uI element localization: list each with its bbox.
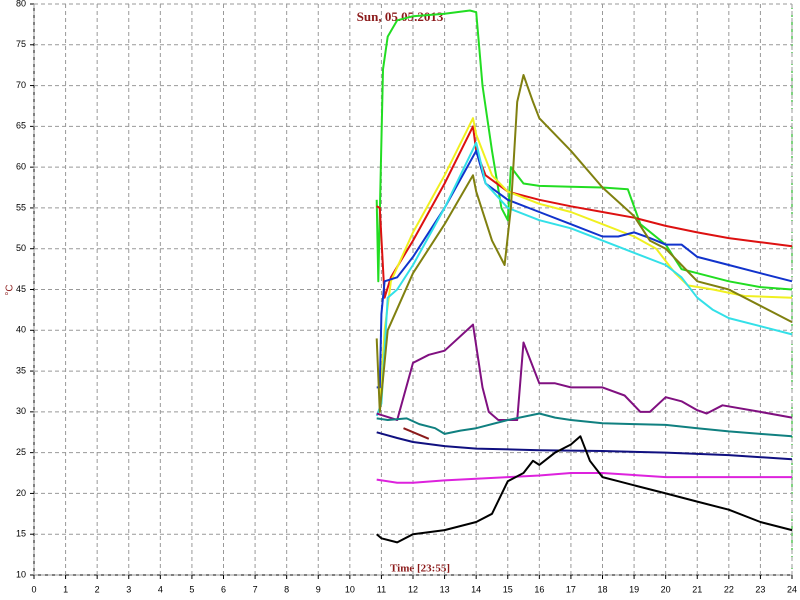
series-line [376,323,793,421]
x-tick-label: 18 [597,584,607,594]
series-line [376,472,792,484]
x-tick-label: 3 [126,584,131,594]
x-tick-label: 9 [316,584,321,594]
x-tick-label: 20 [661,584,671,594]
y-tick-label: 35 [16,365,26,375]
x-tick-label: 7 [253,584,258,594]
series-line [375,74,793,413]
x-axis-label: Time [23:55] [390,563,450,575]
series-line [375,141,793,417]
x-tick-label: 13 [440,584,450,594]
series-line [376,435,793,544]
series-line [376,412,793,438]
x-tick-label: 8 [284,584,289,594]
series-line [376,431,793,461]
x-tick-label: 1 [63,584,68,594]
y-tick-label: 15 [16,529,26,539]
y-tick-label: 50 [16,243,26,253]
x-tick-label: 22 [724,584,734,594]
x-tick-label: 2 [95,584,100,594]
x-tick-label: 12 [408,584,418,594]
x-tick-label: 14 [471,584,481,594]
x-tick-label: 24 [787,584,797,594]
x-tick-label: 17 [566,584,576,594]
x-tick-label: 10 [345,584,355,594]
x-tick-label: 16 [534,584,544,594]
x-tick-label: 5 [189,584,194,594]
y-tick-label: 75 [16,39,26,49]
y-tick-label: 25 [16,447,26,457]
y-tick-label: 45 [16,284,26,294]
y-tick-label: 70 [16,80,26,90]
x-tick-label: 0 [31,584,36,594]
x-tick-label: 6 [221,584,226,594]
x-tick-label: 15 [503,584,513,594]
x-tick-label: 4 [158,584,163,594]
y-axis-label: °C [5,284,16,295]
x-tick-label: 19 [629,584,639,594]
x-tick-label: 23 [755,584,765,594]
x-tick-label: 21 [692,584,702,594]
y-tick-label: 60 [16,162,26,172]
y-tick-label: 10 [16,569,26,579]
y-tick-label: 40 [16,325,26,335]
series-line [403,427,430,440]
chart-title: Sun, 05.05.2013 [357,9,444,24]
series-line [375,9,793,291]
y-tick-label: 55 [16,202,26,212]
y-tick-label: 65 [16,121,26,131]
y-tick-label: 30 [16,406,26,416]
y-tick-label: 20 [16,488,26,498]
y-tick-label: 80 [16,0,26,8]
x-tick-label: 11 [377,584,386,594]
series-line [376,149,793,389]
